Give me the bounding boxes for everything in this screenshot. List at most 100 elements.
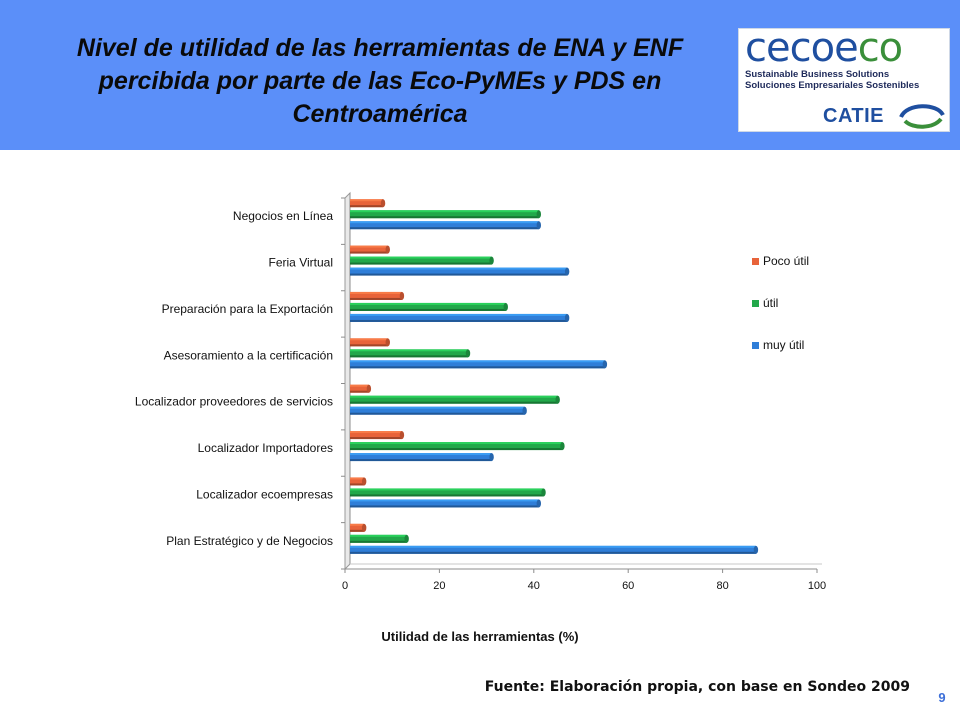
bar-highlight bbox=[350, 245, 388, 248]
bar-shade bbox=[350, 412, 525, 415]
bar-highlight bbox=[350, 384, 369, 387]
category-label: Localizador proveedores de servicios bbox=[135, 395, 333, 409]
bar-shade bbox=[350, 216, 539, 219]
bar-util bbox=[350, 442, 565, 451]
bar-shade bbox=[350, 355, 468, 358]
x-tick-label: 40 bbox=[528, 580, 540, 592]
bar-poco-util bbox=[350, 477, 367, 486]
bar-end-cap bbox=[536, 499, 541, 508]
bar-front-face bbox=[350, 488, 544, 497]
bar-end-cap bbox=[385, 245, 390, 254]
bar-util bbox=[350, 395, 560, 404]
bar-shade bbox=[350, 227, 539, 230]
bar-front-face bbox=[350, 302, 506, 311]
bar-util bbox=[350, 488, 546, 497]
bar-poco-util bbox=[350, 245, 390, 254]
bar-highlight bbox=[350, 431, 402, 434]
bar-shade bbox=[350, 297, 402, 300]
bar-highlight bbox=[350, 453, 492, 456]
bar-highlight bbox=[350, 199, 384, 202]
x-tick-label: 100 bbox=[808, 580, 826, 592]
bar-end-cap bbox=[564, 313, 570, 322]
bar-end-cap bbox=[522, 406, 527, 415]
bar-end-cap bbox=[361, 477, 367, 486]
x-tick-label: 80 bbox=[716, 580, 728, 592]
bar-front-face bbox=[350, 199, 384, 208]
bar-highlight bbox=[350, 488, 544, 491]
bar-end-cap bbox=[536, 210, 541, 219]
bar-shade bbox=[350, 540, 407, 543]
bar-highlight bbox=[350, 313, 568, 316]
bar-shade bbox=[350, 448, 563, 451]
category-label: Preparación para la Exportación bbox=[162, 302, 333, 316]
bar-muy-util bbox=[350, 267, 570, 276]
bar-shade bbox=[350, 262, 492, 265]
bar-util bbox=[350, 256, 494, 265]
bar-end-cap bbox=[399, 431, 405, 440]
category-label: Feria Virtual bbox=[269, 256, 333, 270]
catie-swirl-icon bbox=[899, 104, 945, 129]
bar-end-cap bbox=[541, 488, 546, 497]
bar-front-face bbox=[350, 431, 402, 440]
x-tick-label: 60 bbox=[622, 580, 634, 592]
bar-front-face bbox=[350, 256, 492, 265]
bar-shade bbox=[350, 205, 384, 208]
bar-highlight bbox=[350, 256, 492, 259]
bar-highlight bbox=[350, 302, 506, 305]
bar-end-cap bbox=[361, 523, 367, 532]
cecoeco-logo-word: cecoeco bbox=[745, 25, 903, 71]
logo-tagline-en: Sustainable Business Solutions bbox=[745, 69, 890, 80]
bar-highlight bbox=[350, 534, 407, 537]
category-label: Asesoramiento a la certificación bbox=[164, 348, 333, 362]
bar-front-face bbox=[350, 291, 402, 300]
bar-shade bbox=[350, 437, 402, 440]
bar-shade bbox=[350, 505, 539, 508]
bar-muy-util bbox=[350, 545, 759, 554]
bar-poco-util bbox=[350, 384, 372, 393]
bar-poco-util bbox=[350, 523, 367, 532]
legend-label: Poco útil bbox=[763, 254, 809, 268]
bar-highlight bbox=[350, 267, 568, 270]
bar-poco-util bbox=[350, 291, 405, 300]
bar-front-face bbox=[350, 210, 539, 219]
cecoeco-catie-logo: cecoeco Sustainable Business Solutions S… bbox=[738, 25, 950, 132]
bar-shade bbox=[350, 319, 568, 322]
bar-highlight bbox=[350, 221, 539, 224]
bar-end-cap bbox=[560, 442, 565, 451]
legend-label: muy útil bbox=[763, 338, 804, 352]
category-label: Localizador ecoempresas bbox=[196, 487, 333, 501]
bar-end-cap bbox=[536, 221, 541, 230]
bar-poco-util bbox=[350, 199, 386, 208]
bar-shade bbox=[350, 366, 605, 369]
bar-end-cap bbox=[385, 338, 390, 347]
bar-front-face bbox=[350, 499, 539, 508]
bar-front-face bbox=[350, 384, 369, 393]
bar-muy-util bbox=[350, 499, 541, 508]
slide-title: Nivel de utilidad de las herramientas de… bbox=[76, 34, 684, 128]
bar-shade bbox=[350, 344, 388, 347]
bar-highlight bbox=[350, 523, 365, 526]
bar-highlight bbox=[350, 395, 558, 398]
bar-util bbox=[350, 534, 409, 543]
bar-front-face bbox=[350, 442, 563, 451]
bar-shade bbox=[350, 390, 369, 393]
bar-highlight bbox=[350, 360, 605, 363]
bar-poco-util bbox=[350, 338, 390, 347]
bar-end-cap bbox=[465, 349, 471, 358]
bar-end-cap bbox=[366, 384, 372, 393]
category-label: Plan Estratégico y de Negocios bbox=[166, 534, 333, 548]
source-note: Fuente: Elaboración propia, con base en … bbox=[484, 679, 910, 695]
logo-word-part2: co bbox=[857, 25, 903, 71]
bar-shade bbox=[350, 273, 568, 276]
x-tick-label: 0 bbox=[342, 580, 348, 592]
bar-end-cap bbox=[602, 360, 608, 369]
bar-poco-util bbox=[350, 431, 405, 440]
bar-front-face bbox=[350, 313, 568, 322]
bar-highlight bbox=[350, 442, 563, 445]
bar-end-cap bbox=[503, 302, 508, 311]
bar-highlight bbox=[350, 499, 539, 502]
bar-muy-util bbox=[350, 453, 494, 462]
x-tick-label: 20 bbox=[433, 580, 445, 592]
catie-logo-text: CATIE bbox=[823, 105, 885, 127]
bar-shade bbox=[350, 459, 492, 462]
